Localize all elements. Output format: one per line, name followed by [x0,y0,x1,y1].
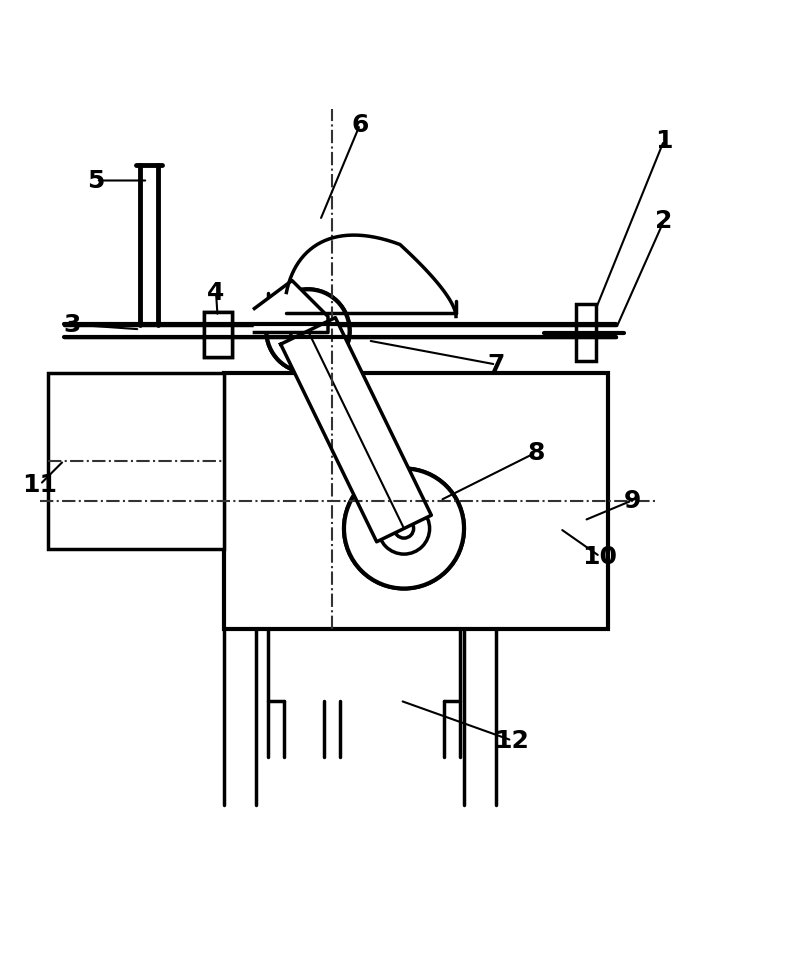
Polygon shape [254,280,328,332]
Text: 6: 6 [351,112,369,137]
Bar [204,312,232,357]
Bar [224,372,608,629]
Text: 5: 5 [87,169,105,193]
Text: 4: 4 [207,280,225,304]
Circle shape [394,519,414,538]
Circle shape [290,313,326,349]
Text: 12: 12 [494,729,530,753]
Polygon shape [281,318,431,542]
Bar [576,304,596,360]
Text: 11: 11 [22,473,58,496]
Circle shape [290,313,326,349]
Text: 3: 3 [63,312,81,336]
Text: 10: 10 [582,545,618,569]
Text: 1: 1 [655,129,673,152]
Circle shape [344,468,464,588]
Circle shape [266,290,350,372]
Circle shape [378,503,430,554]
Circle shape [266,290,350,372]
Text: 9: 9 [623,488,641,513]
Circle shape [378,503,430,554]
Bar [204,312,232,357]
Circle shape [394,519,414,538]
Circle shape [344,468,464,588]
Bar [48,372,224,548]
Text: 2: 2 [655,208,673,233]
Text: 7: 7 [487,353,505,377]
Text: 8: 8 [527,441,545,464]
